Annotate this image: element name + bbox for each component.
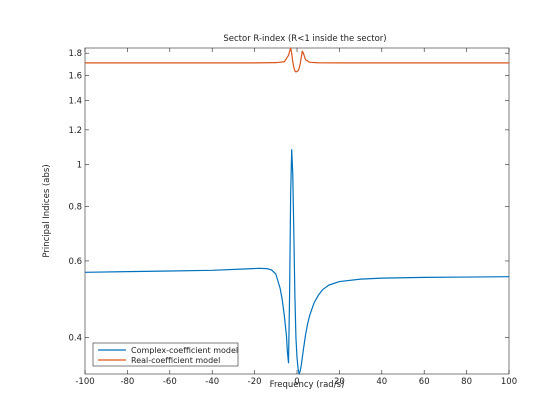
legend: Complex-coefficient model Real-coefficie…	[92, 342, 239, 367]
series-line-complex	[84, 149, 510, 375]
x-tick-label: -60	[163, 377, 177, 387]
x-tick-label: 60	[419, 377, 430, 387]
y-tick-label: 0.8	[68, 203, 82, 213]
x-axis: -100 -80 -60 -40 -20 0 20 40 60 80 100	[75, 48, 517, 387]
y-tick-label: 1	[77, 160, 82, 170]
x-tick-label: -40	[205, 377, 219, 387]
x-tick-label: 40	[376, 377, 387, 387]
y-tick-label: 1.2	[68, 126, 82, 136]
x-tick-label: -100	[75, 377, 94, 387]
y-tick-label: 1.4	[68, 97, 82, 107]
x-tick-label: -80	[120, 377, 134, 387]
legend-label-real: Real-coefficient model	[131, 356, 220, 365]
x-tick-label: 100	[501, 377, 517, 387]
x-axis-label: Frequency (rad/s)	[270, 380, 345, 390]
y-tick-label: 0.4	[68, 334, 82, 344]
chart-title: Sector R-index (R<1 inside the sector)	[223, 34, 386, 44]
series-line-real	[85, 47, 509, 73]
y-axis-label: Principal Indices (abs)	[42, 164, 52, 257]
series-layer	[84, 47, 510, 375]
y-tick-label: 1.8	[68, 49, 82, 59]
x-tick-label: 0	[294, 377, 299, 387]
legend-label-complex: Complex-coefficient model	[131, 346, 238, 355]
y-tick-label: 1.6	[68, 71, 82, 81]
y-axis: 0.4 0.6 0.8 1 1.2 1.4 1.6 1.8	[68, 49, 509, 344]
y-tick-label: 0.6	[68, 257, 82, 267]
x-tick-label: 80	[461, 377, 472, 387]
legend-box	[92, 342, 239, 367]
x-tick-label: 20	[334, 377, 345, 387]
x-tick-label: -20	[248, 377, 262, 387]
